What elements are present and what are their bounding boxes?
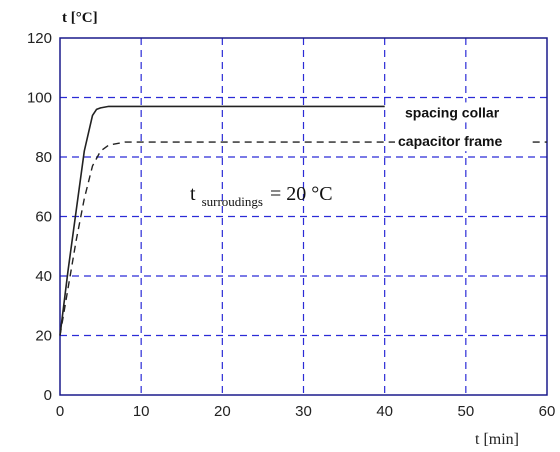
series-line-spacing-collar [59,105,385,336]
series-label-capacitor-frame: capacitor frame [398,133,502,149]
surroundings-annotation: t surroudings = 20 °C [190,183,333,210]
series-line-capacitor-frame [59,141,547,336]
annotation-value: = 20 °C [270,183,333,205]
series-labels: spacing collar capacitor frame [395,102,530,152]
x-tick-label-0: 0 [56,403,64,420]
x-tick-label-60: 60 [539,403,556,420]
y-tick-label-0: 0 [44,387,52,404]
x-tick-label-50: 50 [457,403,474,420]
x-tick-label-10: 10 [133,403,150,420]
x-tick-label-20: 20 [214,403,231,420]
plot-frame [59,37,548,396]
x-tick-label-40: 40 [376,403,393,420]
series-label-bg-0 [402,102,529,123]
plot-border [59,37,548,396]
x-tick-label-30: 30 [295,403,312,420]
series-lines [59,105,547,336]
annotation-subscript: surroudings [202,194,263,209]
y-tick-label-60: 60 [35,209,52,226]
y-tick-label-40: 40 [35,268,52,285]
y-tick-label-20: 20 [35,328,52,345]
grid [60,38,547,395]
y-axis-label: t [°C] [62,10,98,26]
series-label-spacing-collar: spacing collar [405,104,500,120]
y-tick-label-120: 120 [27,30,52,47]
y-tick-label-100: 100 [27,90,52,107]
y-tick-label-80: 80 [35,149,52,166]
annotation-t: t [190,183,196,205]
x-axis-label: t [min] [475,431,519,448]
series-label-bg-1 [395,131,530,152]
tick-labels: 0 10 20 30 40 50 60 0 20 40 60 80 100 120 [27,30,555,420]
